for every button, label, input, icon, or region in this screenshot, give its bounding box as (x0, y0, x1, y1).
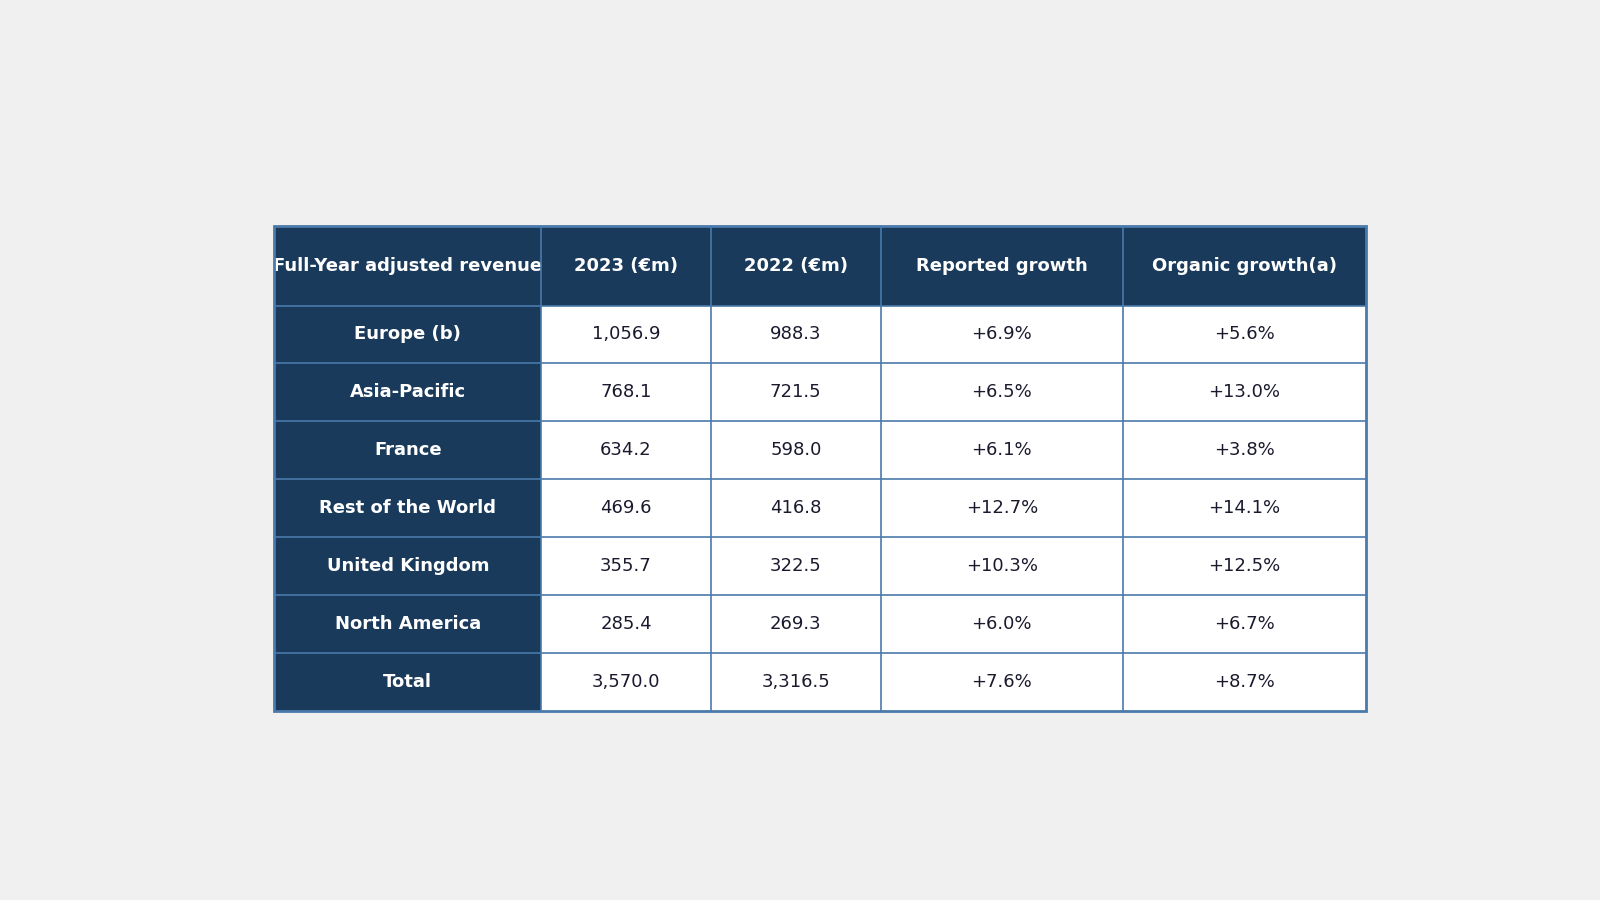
FancyBboxPatch shape (541, 364, 710, 421)
Text: 416.8: 416.8 (770, 500, 821, 518)
FancyBboxPatch shape (1123, 653, 1365, 711)
Text: +14.1%: +14.1% (1208, 500, 1280, 518)
FancyBboxPatch shape (541, 537, 710, 595)
FancyBboxPatch shape (710, 595, 880, 653)
Text: +6.1%: +6.1% (971, 441, 1032, 459)
FancyBboxPatch shape (1123, 479, 1365, 537)
Text: 322.5: 322.5 (770, 557, 822, 575)
FancyBboxPatch shape (880, 653, 1123, 711)
FancyBboxPatch shape (710, 226, 880, 305)
FancyBboxPatch shape (541, 226, 710, 305)
FancyBboxPatch shape (275, 364, 541, 421)
Text: 1,056.9: 1,056.9 (592, 326, 661, 344)
FancyBboxPatch shape (880, 595, 1123, 653)
FancyBboxPatch shape (275, 421, 541, 479)
Text: +12.5%: +12.5% (1208, 557, 1280, 575)
Text: 2022 (€m): 2022 (€m) (744, 256, 848, 274)
FancyBboxPatch shape (710, 653, 880, 711)
FancyBboxPatch shape (1123, 226, 1365, 305)
Text: Full-Year adjusted revenue: Full-Year adjusted revenue (274, 256, 542, 274)
FancyBboxPatch shape (710, 537, 880, 595)
FancyBboxPatch shape (710, 364, 880, 421)
Text: +6.9%: +6.9% (971, 326, 1032, 344)
Text: +10.3%: +10.3% (966, 557, 1038, 575)
FancyBboxPatch shape (880, 421, 1123, 479)
FancyBboxPatch shape (541, 653, 710, 711)
Text: Rest of the World: Rest of the World (320, 500, 496, 518)
FancyBboxPatch shape (275, 226, 541, 305)
Text: 285.4: 285.4 (600, 615, 651, 633)
Text: 768.1: 768.1 (600, 383, 651, 401)
FancyBboxPatch shape (710, 305, 880, 364)
Text: +12.7%: +12.7% (966, 500, 1038, 518)
Text: +6.7%: +6.7% (1214, 615, 1275, 633)
Text: 634.2: 634.2 (600, 441, 651, 459)
FancyBboxPatch shape (275, 479, 541, 537)
Text: Organic growth(a): Organic growth(a) (1152, 256, 1338, 274)
FancyBboxPatch shape (710, 479, 880, 537)
FancyBboxPatch shape (1123, 537, 1365, 595)
Text: 988.3: 988.3 (770, 326, 821, 344)
FancyBboxPatch shape (880, 305, 1123, 364)
FancyBboxPatch shape (1123, 421, 1365, 479)
Text: North America: North America (334, 615, 482, 633)
FancyBboxPatch shape (880, 479, 1123, 537)
Text: 3,316.5: 3,316.5 (762, 673, 830, 691)
Text: +13.0%: +13.0% (1208, 383, 1280, 401)
FancyBboxPatch shape (275, 653, 541, 711)
FancyBboxPatch shape (880, 226, 1123, 305)
Text: Asia-Pacific: Asia-Pacific (350, 383, 466, 401)
Text: +7.6%: +7.6% (971, 673, 1032, 691)
Text: France: France (374, 441, 442, 459)
Text: 2023 (€m): 2023 (€m) (574, 256, 678, 274)
Text: +3.8%: +3.8% (1214, 441, 1275, 459)
Text: +8.7%: +8.7% (1214, 673, 1275, 691)
Text: 469.6: 469.6 (600, 500, 651, 518)
Text: 269.3: 269.3 (770, 615, 821, 633)
Text: +5.6%: +5.6% (1214, 326, 1275, 344)
FancyBboxPatch shape (541, 479, 710, 537)
Text: Total: Total (384, 673, 432, 691)
FancyBboxPatch shape (275, 305, 541, 364)
Text: Europe (b): Europe (b) (354, 326, 461, 344)
FancyBboxPatch shape (880, 537, 1123, 595)
Text: United Kingdom: United Kingdom (326, 557, 490, 575)
Text: 598.0: 598.0 (770, 441, 821, 459)
FancyBboxPatch shape (1123, 364, 1365, 421)
FancyBboxPatch shape (541, 305, 710, 364)
Text: Reported growth: Reported growth (915, 256, 1088, 274)
FancyBboxPatch shape (1123, 305, 1365, 364)
FancyBboxPatch shape (541, 421, 710, 479)
FancyBboxPatch shape (880, 364, 1123, 421)
Text: +6.0%: +6.0% (971, 615, 1032, 633)
FancyBboxPatch shape (541, 595, 710, 653)
FancyBboxPatch shape (710, 421, 880, 479)
FancyBboxPatch shape (275, 595, 541, 653)
FancyBboxPatch shape (275, 537, 541, 595)
FancyBboxPatch shape (1123, 595, 1365, 653)
Text: +6.5%: +6.5% (971, 383, 1032, 401)
Text: 355.7: 355.7 (600, 557, 651, 575)
Text: 721.5: 721.5 (770, 383, 821, 401)
Text: 3,570.0: 3,570.0 (592, 673, 661, 691)
